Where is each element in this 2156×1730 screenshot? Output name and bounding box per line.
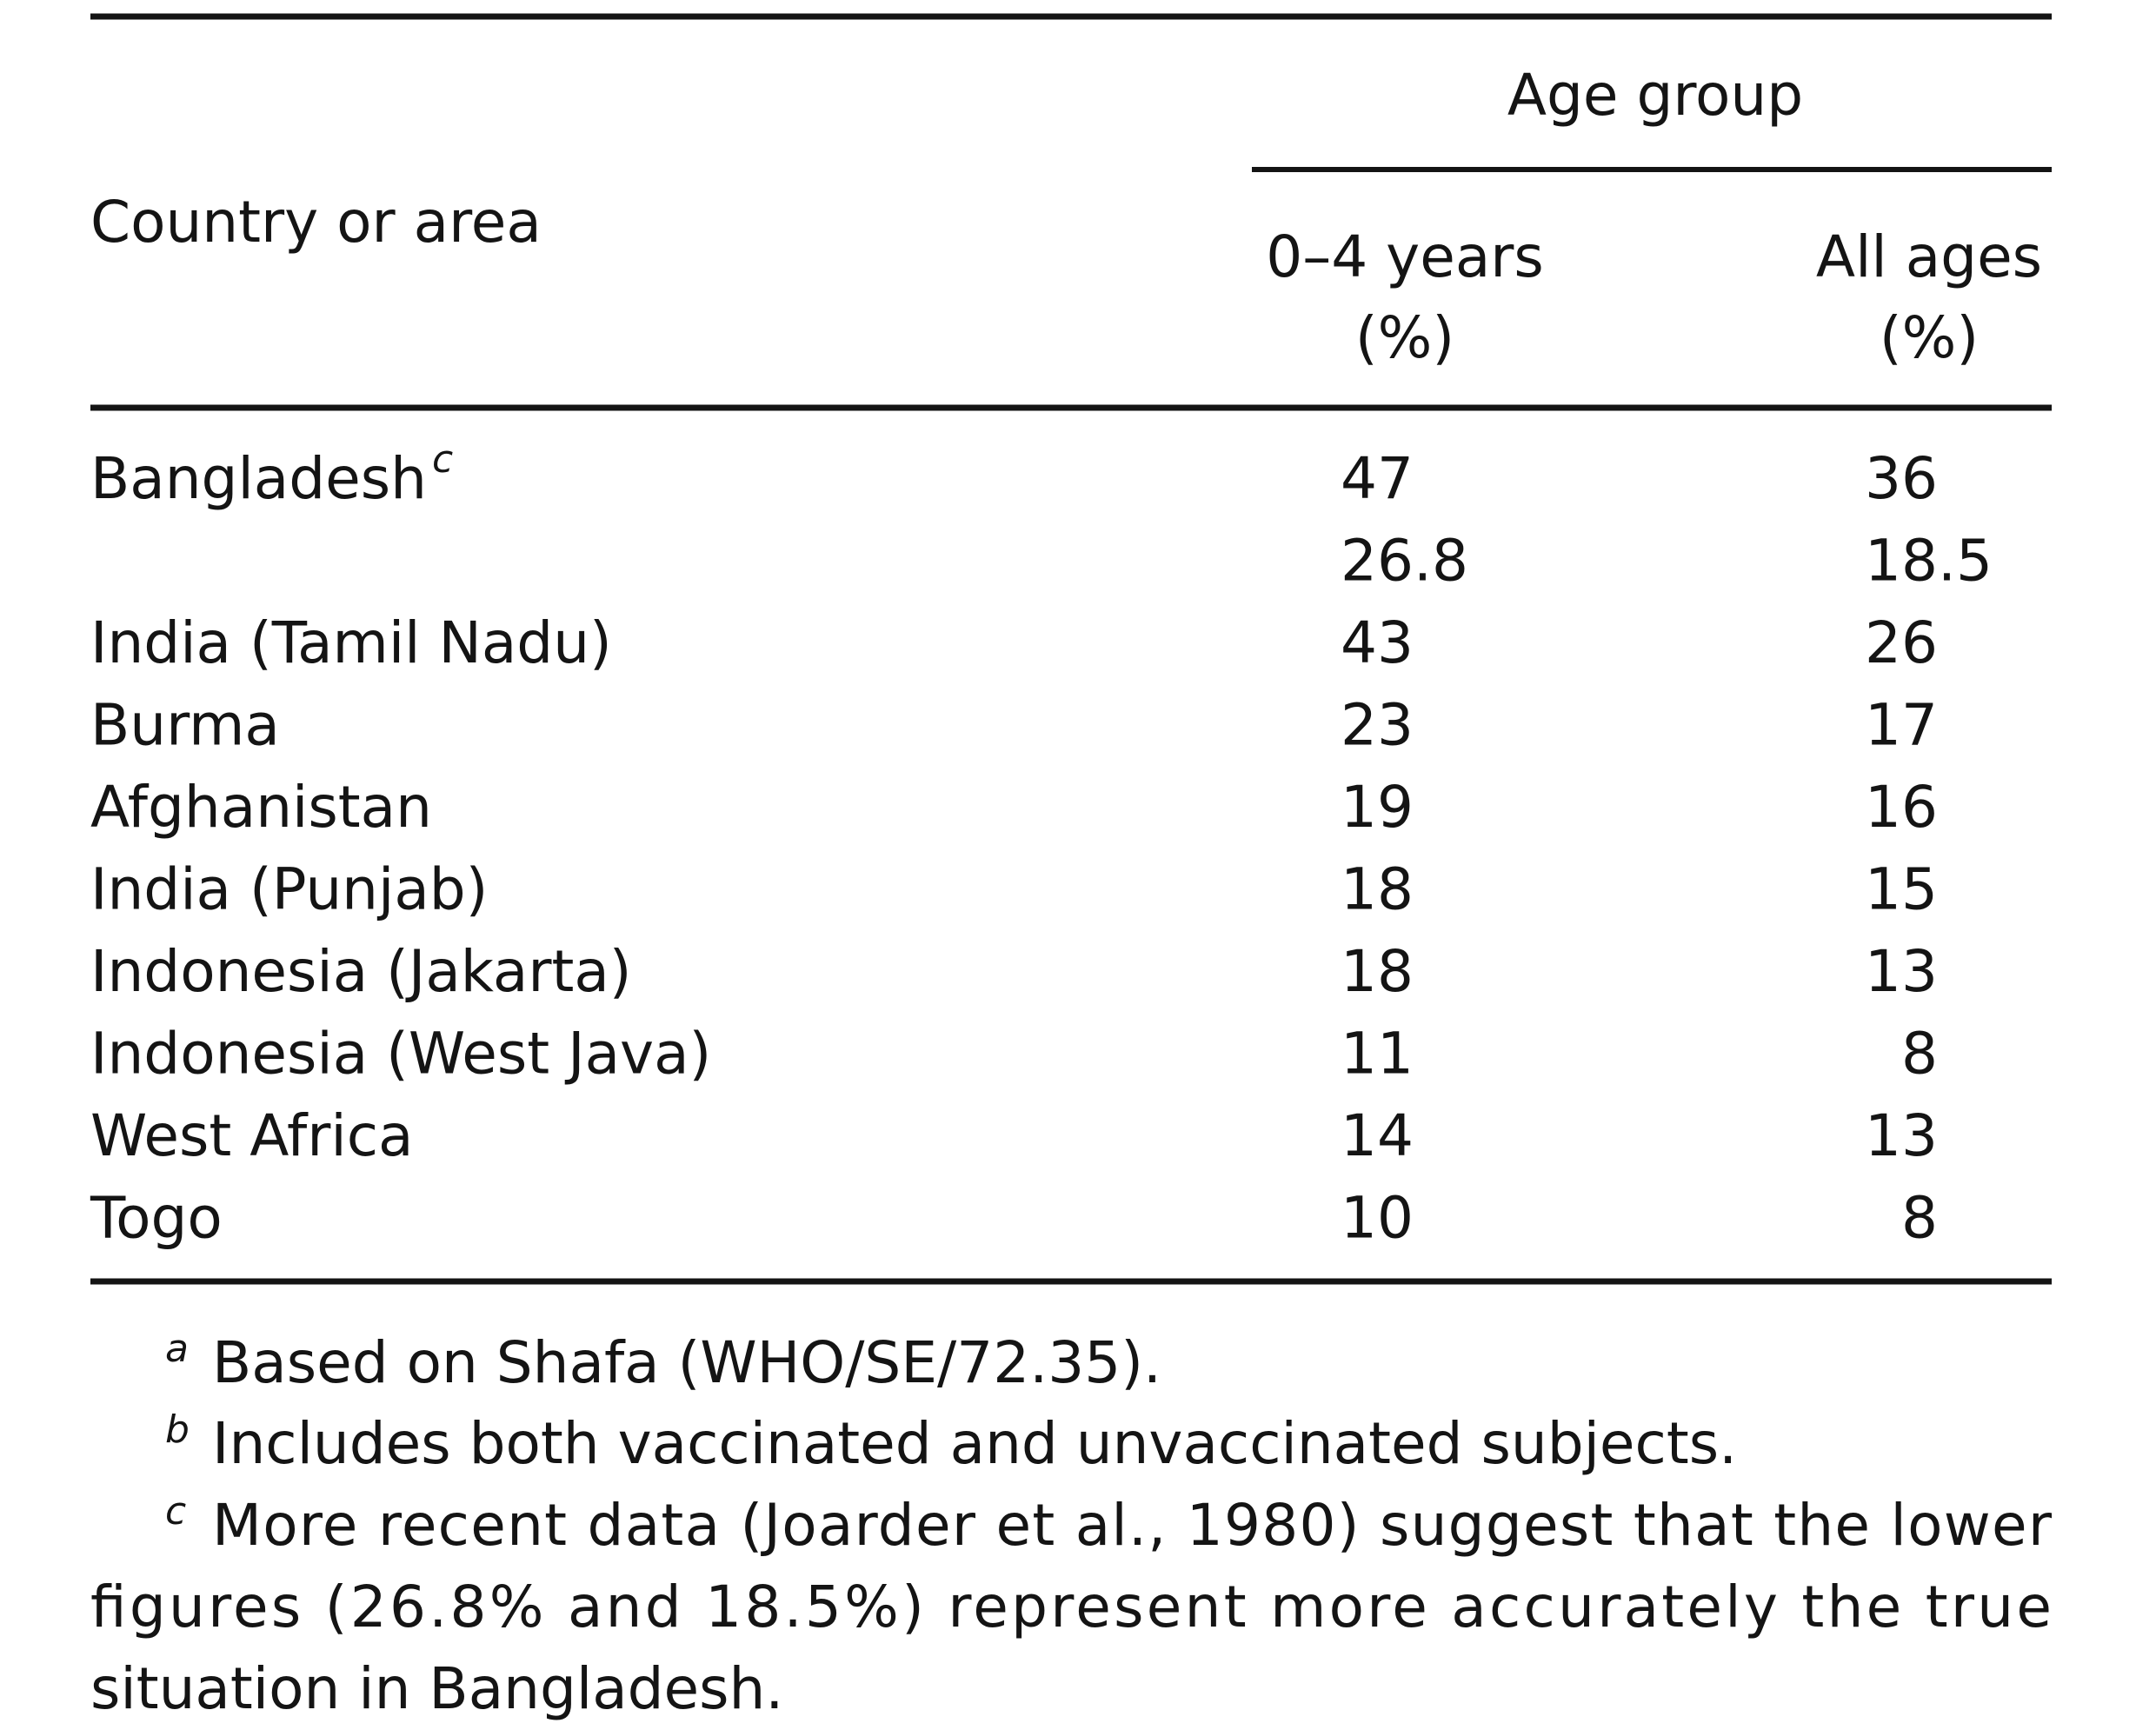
cell-value: 18: [1341, 856, 1414, 923]
cell-value: 26.8: [1341, 528, 1468, 595]
cell-value: 43: [1341, 609, 1414, 676]
cell-value: 13: [1865, 1102, 1938, 1169]
cell-value: 14: [1341, 1102, 1414, 1169]
cell-value: 19: [1341, 774, 1414, 841]
row-label: India (Punjab): [90, 856, 488, 923]
row-label: Burma: [90, 692, 280, 759]
footnote-mark: a: [165, 1327, 189, 1371]
cell-value: 47: [1341, 445, 1414, 512]
cell-value: 23: [1341, 692, 1414, 759]
row-label: West Africa: [90, 1102, 413, 1169]
cell-value: 18.5: [1865, 528, 1993, 595]
cell-value: 18: [1341, 938, 1414, 1005]
row-label: Indonesia (Jakarta): [90, 938, 632, 1005]
row-label: Afghanistan: [90, 774, 432, 841]
row-label: Bangladesh: [90, 445, 427, 512]
group-header: Age group: [1507, 62, 1803, 129]
footnote-ref: c: [432, 437, 453, 482]
cell-value: 10: [1341, 1185, 1414, 1252]
footnote-mark: c: [165, 1489, 186, 1534]
cell-value: 15: [1865, 856, 1938, 923]
footnote-text: Based on Shafa (WHO/SE/72.35).: [212, 1329, 1161, 1396]
cell-value: 16: [1865, 774, 1938, 841]
row-label: Indonesia (West Java): [90, 1021, 711, 1088]
cell-value: 36: [1865, 445, 1938, 512]
footnote-text: Includes both vaccinated and unvaccinate…: [212, 1410, 1737, 1477]
cell-value: 17: [1865, 692, 1938, 759]
footnote-text: figures (26.8% and 18.5%) represent more…: [90, 1574, 2052, 1640]
column-header: (%): [1880, 304, 1979, 371]
footnote-text: situation in Bangladesh.: [90, 1655, 783, 1722]
row-label: Togo: [90, 1185, 223, 1252]
cell-value: 26: [1865, 609, 1938, 676]
column-header: Country or area: [90, 189, 542, 256]
cell-value: 8: [1901, 1185, 1938, 1252]
footnote-text: More recent data (Joarder et al., 1980) …: [212, 1492, 2053, 1559]
row-label: India (Tamil Nadu): [90, 609, 612, 676]
cell-value: 11: [1341, 1021, 1414, 1088]
column-header: (%): [1355, 304, 1454, 371]
column-header: All ages: [1816, 223, 2042, 290]
footnote-mark: b: [165, 1407, 190, 1452]
cell-value: 8: [1901, 1021, 1938, 1088]
cell-value: 13: [1865, 938, 1938, 1005]
column-header: 0–4 years: [1266, 223, 1544, 290]
